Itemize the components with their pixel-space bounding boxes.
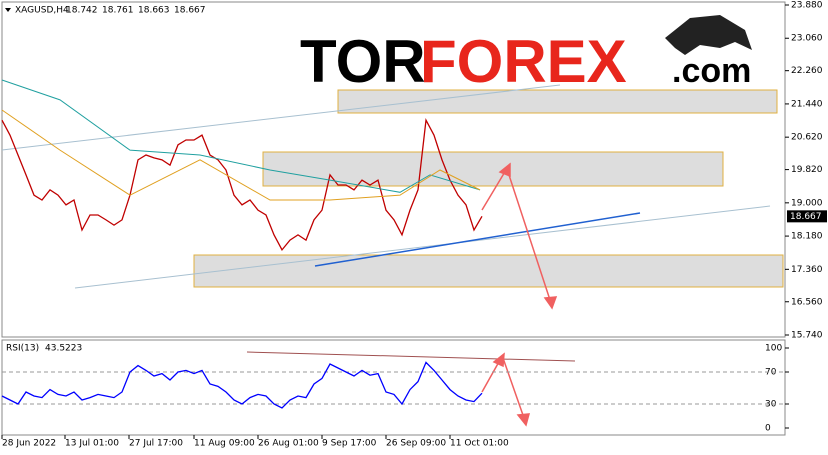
y-tick-label: 70 xyxy=(765,368,777,378)
x-tick-label: 27 Jul 17:00 xyxy=(129,439,183,449)
y-tick-label: 16.560 xyxy=(791,297,823,307)
y-tick-label: 22.260 xyxy=(791,66,823,76)
trend-line xyxy=(74,205,771,289)
x-tick-label: 26 Aug 01:00 xyxy=(258,439,319,449)
logo-tor: TOR xyxy=(300,28,426,95)
ohlc-value: 18.761 xyxy=(102,6,134,16)
trend-line xyxy=(314,212,641,267)
logo-forex: FOREX xyxy=(420,28,627,95)
x-tick-label: 26 Sep 09:00 xyxy=(386,439,446,449)
y-tick-label: 18.180 xyxy=(791,232,823,242)
x-tick-label: 11 Aug 09:00 xyxy=(194,439,255,449)
y-tick-label: 23.880 xyxy=(791,1,823,11)
ohlc-value: 18.742 xyxy=(66,6,98,16)
series-line xyxy=(1,117,483,252)
x-tick-label: 28 Jun 2022 xyxy=(2,439,56,449)
trend-line xyxy=(1,84,561,151)
series-line xyxy=(1,79,481,193)
rsi-title: RSI(13) xyxy=(6,344,39,354)
x-tick-label: 13 Jul 01:00 xyxy=(65,439,119,449)
rsi-panel xyxy=(1,339,786,436)
y-tick-label: 100 xyxy=(765,344,782,354)
y-tick-label: 20.620 xyxy=(791,133,823,143)
series-line xyxy=(1,361,483,409)
series-line xyxy=(1,109,481,201)
y-tick-label: 23.060 xyxy=(791,34,823,44)
support-zone xyxy=(193,254,784,288)
resistance-zone xyxy=(337,89,778,114)
logo-bull xyxy=(665,15,752,55)
price-label: 18.667 xyxy=(790,212,822,222)
y-tick-label: 15.740 xyxy=(791,331,823,341)
dropdown-icon xyxy=(5,8,11,12)
ohlc-value: 18.667 xyxy=(174,6,206,16)
forecast-arrows xyxy=(481,162,558,427)
y-tick-label: 19.820 xyxy=(791,165,823,175)
x-tick-label: 11 Oct 01:00 xyxy=(450,439,509,449)
ohlc-value: 18.663 xyxy=(138,6,170,16)
y-tick-label: 30 xyxy=(765,400,777,410)
trend-line xyxy=(246,351,576,362)
symbol: XAGUSD,H4 xyxy=(15,6,69,16)
logo-com: .com xyxy=(672,52,751,90)
rsi-value: 43.5223 xyxy=(45,344,82,354)
y-tick-label: 19.000 xyxy=(791,198,823,208)
resistance-zone xyxy=(262,151,724,187)
y-tick-label: 17.360 xyxy=(791,265,823,275)
y-tick-label: 21.440 xyxy=(791,99,823,109)
price-box xyxy=(787,210,827,223)
x-tick-label: 9 Sep 17:00 xyxy=(322,439,377,449)
y-tick-label: 0 xyxy=(765,424,771,434)
